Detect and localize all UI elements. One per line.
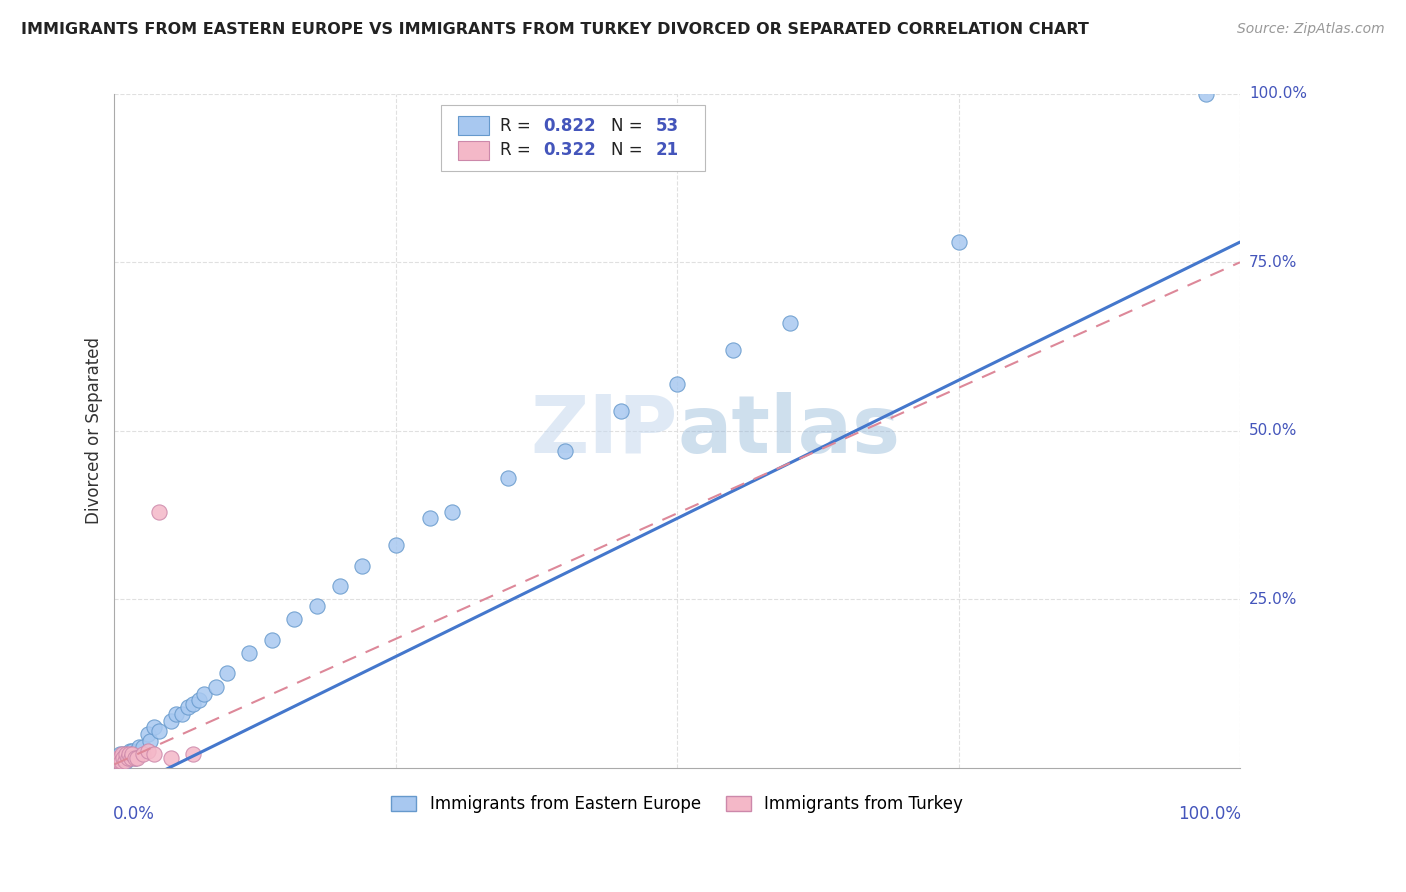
Point <box>204 680 226 694</box>
Point <box>110 754 132 768</box>
Text: ZIP: ZIP <box>530 392 678 470</box>
Point <box>148 723 170 738</box>
Point <box>385 538 408 552</box>
Point <box>114 754 136 768</box>
Point <box>112 747 135 762</box>
Text: 21: 21 <box>655 142 679 160</box>
Point <box>238 646 260 660</box>
Point <box>305 599 328 613</box>
Point <box>260 632 283 647</box>
Text: Source: ZipAtlas.com: Source: ZipAtlas.com <box>1237 22 1385 37</box>
Point <box>136 727 159 741</box>
Point <box>117 747 139 762</box>
Point <box>125 744 148 758</box>
Point <box>187 693 209 707</box>
Text: N =: N = <box>610 117 648 135</box>
FancyBboxPatch shape <box>441 105 706 171</box>
Point <box>283 612 305 626</box>
Point <box>176 700 198 714</box>
Point <box>120 750 142 764</box>
Text: R =: R = <box>501 117 537 135</box>
Point <box>165 706 187 721</box>
Point <box>107 750 129 764</box>
Point <box>441 505 464 519</box>
Point <box>122 747 145 762</box>
Text: atlas: atlas <box>678 392 900 470</box>
Point <box>108 750 131 764</box>
Point <box>112 750 135 764</box>
Point <box>131 740 153 755</box>
Point <box>124 750 146 764</box>
Point <box>114 750 136 764</box>
Point <box>139 733 162 747</box>
Point <box>111 747 134 762</box>
Text: 75.0%: 75.0% <box>1249 255 1298 269</box>
Text: 0.0%: 0.0% <box>114 805 155 822</box>
Point <box>142 747 165 762</box>
Text: IMMIGRANTS FROM EASTERN EUROPE VS IMMIGRANTS FROM TURKEY DIVORCED OR SEPARATED C: IMMIGRANTS FROM EASTERN EUROPE VS IMMIGR… <box>21 22 1090 37</box>
Legend: Immigrants from Eastern Europe, Immigrants from Turkey: Immigrants from Eastern Europe, Immigran… <box>385 789 970 820</box>
Point <box>128 740 150 755</box>
Point <box>118 747 141 762</box>
Point <box>215 666 238 681</box>
Point <box>723 343 745 357</box>
Text: 53: 53 <box>655 117 679 135</box>
Text: N =: N = <box>610 142 648 160</box>
Point <box>328 579 350 593</box>
Point <box>779 316 801 330</box>
Point <box>498 471 520 485</box>
Point <box>114 747 136 762</box>
Point <box>105 754 128 768</box>
Point <box>121 747 143 762</box>
Point <box>181 747 204 762</box>
Point <box>112 754 135 768</box>
Point <box>125 750 148 764</box>
Point <box>350 558 373 573</box>
Text: 100.0%: 100.0% <box>1249 87 1308 102</box>
Point <box>124 750 146 764</box>
Point <box>114 747 136 762</box>
Y-axis label: Divorced or Separated: Divorced or Separated <box>86 337 103 524</box>
Point <box>115 750 138 764</box>
Point <box>181 697 204 711</box>
Point <box>159 714 181 728</box>
Point <box>105 754 128 768</box>
Point <box>118 750 141 764</box>
Point <box>610 403 633 417</box>
Point <box>142 720 165 734</box>
FancyBboxPatch shape <box>458 141 489 160</box>
Point <box>108 754 131 768</box>
Text: 0.322: 0.322 <box>543 142 596 160</box>
Point <box>108 754 131 768</box>
Point <box>120 744 142 758</box>
Point <box>554 444 576 458</box>
Point <box>108 747 131 762</box>
Point <box>107 750 129 764</box>
Text: 100.0%: 100.0% <box>1178 805 1241 822</box>
Point <box>131 747 153 762</box>
Text: 50.0%: 50.0% <box>1249 424 1298 438</box>
Text: 0.822: 0.822 <box>543 117 596 135</box>
Point <box>948 235 970 249</box>
FancyBboxPatch shape <box>458 116 489 135</box>
Point <box>170 706 193 721</box>
Point <box>111 750 134 764</box>
Point <box>193 687 215 701</box>
Text: 25.0%: 25.0% <box>1249 591 1298 607</box>
Point <box>136 744 159 758</box>
Text: R =: R = <box>501 142 537 160</box>
Point <box>114 754 136 768</box>
Point <box>1195 87 1218 101</box>
Point <box>121 744 143 758</box>
Point <box>110 754 132 768</box>
Point <box>108 750 131 764</box>
Point <box>159 750 181 764</box>
Point <box>419 511 441 525</box>
Point <box>148 505 170 519</box>
Point <box>117 750 139 764</box>
Point <box>120 747 142 762</box>
Point <box>666 376 689 391</box>
